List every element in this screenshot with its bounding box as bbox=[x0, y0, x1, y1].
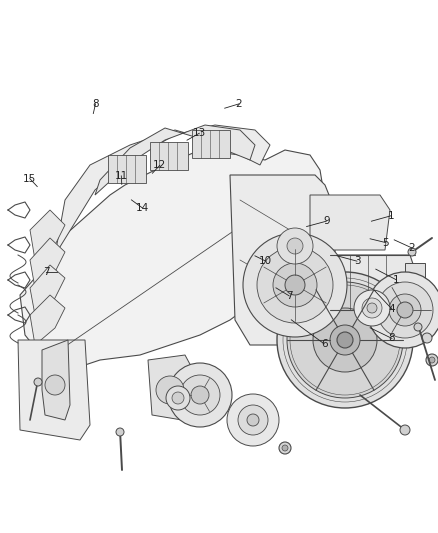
Circle shape bbox=[377, 282, 433, 338]
Circle shape bbox=[429, 357, 435, 363]
Circle shape bbox=[45, 375, 65, 395]
Polygon shape bbox=[30, 265, 65, 315]
Circle shape bbox=[277, 228, 313, 264]
Text: 2: 2 bbox=[408, 243, 415, 253]
Polygon shape bbox=[95, 125, 255, 195]
Circle shape bbox=[313, 308, 377, 372]
Polygon shape bbox=[42, 340, 70, 420]
Text: 7: 7 bbox=[286, 291, 293, 301]
Text: 7: 7 bbox=[42, 267, 49, 277]
Text: 8: 8 bbox=[389, 334, 396, 343]
Circle shape bbox=[156, 376, 184, 404]
Text: 3: 3 bbox=[353, 256, 360, 266]
Bar bbox=[405, 263, 425, 303]
Circle shape bbox=[330, 325, 360, 355]
Circle shape bbox=[172, 392, 184, 404]
Bar bbox=[150, 142, 188, 170]
Circle shape bbox=[168, 363, 232, 427]
Bar bbox=[108, 155, 146, 183]
Polygon shape bbox=[30, 238, 65, 288]
Circle shape bbox=[227, 394, 279, 446]
Polygon shape bbox=[230, 175, 335, 345]
Circle shape bbox=[116, 428, 124, 436]
Polygon shape bbox=[30, 210, 65, 260]
Circle shape bbox=[362, 298, 382, 318]
Text: 4: 4 bbox=[389, 304, 396, 314]
Polygon shape bbox=[30, 295, 65, 345]
Circle shape bbox=[238, 405, 268, 435]
Circle shape bbox=[422, 333, 432, 343]
Bar bbox=[192, 130, 230, 158]
Circle shape bbox=[277, 272, 413, 408]
Circle shape bbox=[180, 375, 220, 415]
Polygon shape bbox=[148, 355, 195, 420]
Polygon shape bbox=[330, 255, 415, 310]
Circle shape bbox=[287, 282, 403, 398]
Polygon shape bbox=[18, 340, 90, 440]
Text: 6: 6 bbox=[321, 339, 328, 349]
Circle shape bbox=[414, 323, 422, 331]
Circle shape bbox=[367, 303, 377, 313]
Text: 13: 13 bbox=[193, 128, 206, 138]
Text: 8: 8 bbox=[92, 99, 99, 109]
Text: 11: 11 bbox=[115, 171, 128, 181]
Polygon shape bbox=[310, 195, 390, 250]
Circle shape bbox=[285, 275, 305, 295]
Text: 2: 2 bbox=[235, 99, 242, 109]
Circle shape bbox=[279, 442, 291, 454]
Polygon shape bbox=[20, 150, 325, 370]
Circle shape bbox=[354, 290, 390, 326]
Circle shape bbox=[282, 445, 288, 451]
Circle shape bbox=[426, 354, 438, 366]
Circle shape bbox=[408, 248, 416, 256]
Text: 12: 12 bbox=[153, 160, 166, 170]
Text: 9: 9 bbox=[323, 216, 330, 226]
Circle shape bbox=[367, 272, 438, 348]
Text: 1: 1 bbox=[387, 211, 394, 221]
Text: 5: 5 bbox=[382, 238, 389, 247]
Circle shape bbox=[243, 233, 347, 337]
Circle shape bbox=[34, 378, 42, 386]
Circle shape bbox=[337, 332, 353, 348]
Circle shape bbox=[247, 414, 259, 426]
Circle shape bbox=[257, 247, 333, 323]
Circle shape bbox=[400, 425, 410, 435]
Circle shape bbox=[287, 238, 303, 254]
Circle shape bbox=[273, 263, 317, 307]
Text: 10: 10 bbox=[259, 256, 272, 266]
Polygon shape bbox=[55, 125, 270, 255]
Circle shape bbox=[191, 386, 209, 404]
Circle shape bbox=[389, 294, 421, 326]
Circle shape bbox=[166, 386, 190, 410]
Text: 14: 14 bbox=[136, 203, 149, 213]
Text: 1: 1 bbox=[393, 275, 400, 285]
Circle shape bbox=[397, 302, 413, 318]
Text: 15: 15 bbox=[23, 174, 36, 183]
